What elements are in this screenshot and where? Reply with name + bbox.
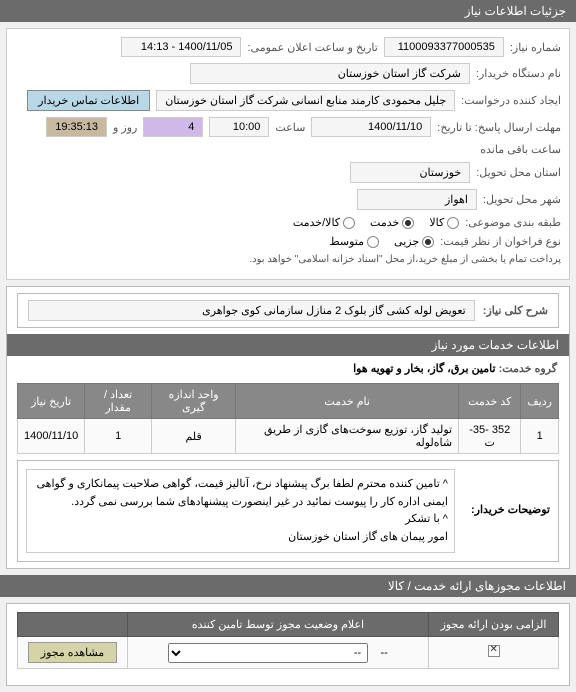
days-label: روز و: [113, 121, 137, 134]
remain-label: ساعت باقی مانده: [480, 143, 561, 156]
cell-unit: قلم: [151, 419, 235, 454]
auth-required-check: [488, 645, 500, 657]
price-type-group: جزیی متوسط: [329, 235, 434, 248]
cell-n: 1: [521, 419, 559, 454]
requester-value: جلیل محمودی کارمند منابع انسانی شرکت گاز…: [156, 90, 455, 111]
auth-row: -- -- مشاهده مجوز: [18, 637, 559, 669]
col-code: کد خدمت: [459, 384, 521, 419]
pub-date-label: تاریخ و ساعت اعلان عمومی:: [247, 41, 377, 54]
time-remaining: 19:35:13: [46, 117, 107, 137]
service-group-value: تامین برق، گاز، بخار و تهویه هوا: [353, 363, 495, 375]
auth-status-select[interactable]: --: [168, 643, 368, 663]
cat-goods-label: کالا: [429, 216, 444, 229]
service-group-label: گروه خدمت:: [499, 363, 557, 375]
category-group: کالا خدمت کالا/خدمت: [293, 216, 459, 229]
days-remaining: 4: [143, 117, 203, 137]
category-label: طبقه بندی موضوعی:: [465, 216, 561, 229]
table-row: 1 352 -35-ت تولید گاز، توزیع سوخت‌های گا…: [18, 419, 559, 454]
province-label: استان محل تحویل:: [476, 166, 561, 179]
spec-section: شرح کلی نیاز: تعویض لوله کشی گاز بلوک 2 …: [6, 286, 570, 569]
buyer-label: نام دستگاه خریدار:: [476, 67, 561, 80]
price-mid-label: متوسط: [329, 235, 364, 248]
cat-both-label: کالا/خدمت: [293, 216, 340, 229]
col-qty: تعداد / مقدار: [85, 384, 152, 419]
services-table: ردیف کد خدمت نام خدمت واحد اندازه گیری ت…: [17, 383, 559, 454]
cat-service-label: خدمت: [370, 216, 399, 229]
cell-qty: 1: [85, 419, 152, 454]
need-number-value: 1100093377000535: [384, 37, 504, 57]
deadline-date: 1400/11/10: [311, 117, 431, 137]
price-type-label: نوع فراخوان از نظر قیمت:: [440, 235, 561, 248]
pub-date-value: 1400/11/05 - 14:13: [121, 37, 241, 57]
need-info-box: شماره نیاز: 1100093377000535 تاریخ و ساع…: [6, 28, 570, 280]
buyer-note-box: توضیحات خریدار: ^ تامین کننده محترم لطفا…: [17, 460, 559, 562]
cell-date: 1400/11/10: [18, 419, 85, 454]
deadline-label: مهلت ارسال پاسخ: تا تاریخ:: [437, 121, 561, 134]
page-header: جزئیات اطلاعات نیاز: [0, 0, 576, 22]
page-title: جزئیات اطلاعات نیاز: [465, 4, 566, 18]
radio-service[interactable]: [402, 217, 414, 229]
auth-section-header: اطلاعات مجوزهای ارائه خدمت / کالا: [0, 575, 576, 597]
buyer-note-text: ^ تامین کننده محترم لطفا برگ پیشنهاد نرخ…: [26, 469, 455, 553]
radio-goods[interactable]: [447, 217, 459, 229]
auth-col-action: [18, 613, 128, 637]
price-low-label: جزیی: [394, 235, 419, 248]
col-row: ردیف: [521, 384, 559, 419]
auth-col-required: الزامی بودن ارائه مجوز: [429, 613, 559, 637]
radio-price-mid[interactable]: [367, 236, 379, 248]
city-label: شهر محل تحویل:: [483, 193, 561, 206]
radio-both[interactable]: [343, 217, 355, 229]
need-number-label: شماره نیاز:: [510, 41, 561, 54]
auth-section: الزامی بودن ارائه مجوز اعلام وضعیت مجوز …: [6, 603, 570, 686]
buyer-value: شرکت گاز استان خوزستان: [190, 63, 470, 84]
time-label-1: ساعت: [275, 121, 305, 134]
cell-name: تولید گاز، توزیع سوخت‌های گازی از طریق ش…: [236, 419, 459, 454]
contact-buyer-button[interactable]: اطلاعات تماس خریدار: [27, 90, 150, 111]
price-note: پرداخت تمام یا بخشی از مبلغ خرید،از محل …: [249, 254, 561, 265]
radio-price-low[interactable]: [422, 236, 434, 248]
col-unit: واحد اندازه گیری: [151, 384, 235, 419]
auth-status-dash: --: [380, 647, 387, 659]
auth-col-status: اعلام وضعیت مجوز توسط تامین کننده: [128, 613, 429, 637]
col-date: تاریخ نیاز: [18, 384, 85, 419]
auth-table: الزامی بودن ارائه مجوز اعلام وضعیت مجوز …: [17, 612, 559, 669]
spec-title-value: تعویض لوله کشی گاز بلوک 2 منازل سازمانی …: [28, 300, 475, 321]
deadline-time: 10:00: [209, 117, 269, 137]
view-auth-button[interactable]: مشاهده مجوز: [28, 642, 117, 663]
city-value: اهواز: [357, 189, 477, 210]
requester-label: ایجاد کننده درخواست:: [461, 94, 561, 107]
spec-title-label: شرح کلی نیاز:: [483, 304, 548, 317]
col-name: نام خدمت: [236, 384, 459, 419]
buyer-note-label: توضیحات خریدار:: [463, 502, 550, 520]
province-value: خوزستان: [350, 162, 470, 183]
services-section-title: اطلاعات خدمات مورد نیاز: [7, 334, 569, 356]
cell-code: 352 -35-ت: [459, 419, 521, 454]
